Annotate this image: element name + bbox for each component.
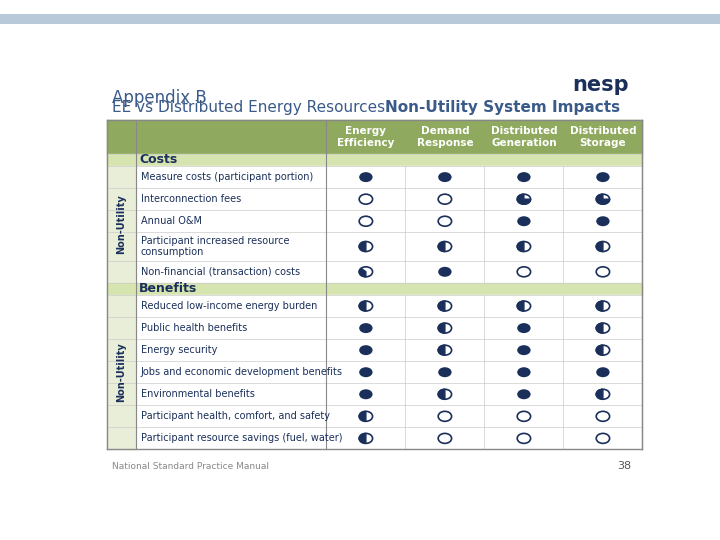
Wedge shape <box>438 241 445 252</box>
Circle shape <box>596 367 610 377</box>
Text: Distributed
Storage: Distributed Storage <box>570 126 636 147</box>
Circle shape <box>596 216 610 226</box>
Circle shape <box>596 172 610 182</box>
Bar <box>107 317 136 339</box>
Bar <box>107 232 136 261</box>
Wedge shape <box>596 389 603 399</box>
Circle shape <box>438 172 451 182</box>
Circle shape <box>359 323 372 333</box>
Bar <box>136 166 642 188</box>
Text: Environmental benefits: Environmental benefits <box>140 389 255 399</box>
Text: Costs: Costs <box>139 153 177 166</box>
Text: Non-Utility System Impacts: Non-Utility System Impacts <box>384 100 620 115</box>
Bar <box>107 188 136 210</box>
Text: 38: 38 <box>617 462 631 471</box>
Text: Public health benefits: Public health benefits <box>140 323 247 333</box>
Wedge shape <box>359 411 366 421</box>
Wedge shape <box>517 301 524 311</box>
Wedge shape <box>596 301 603 311</box>
Text: Participant health, comfort, and safety: Participant health, comfort, and safety <box>140 411 330 421</box>
Circle shape <box>359 172 372 182</box>
Circle shape <box>438 267 451 277</box>
Text: EE vs Distributed Energy Resources: EE vs Distributed Energy Resources <box>112 100 390 115</box>
Wedge shape <box>517 194 531 204</box>
Bar <box>136 295 642 317</box>
Bar <box>136 188 642 210</box>
Circle shape <box>517 216 531 226</box>
Text: Non-financial (transaction) costs: Non-financial (transaction) costs <box>140 267 300 277</box>
Text: Distributed
Generation: Distributed Generation <box>490 126 557 147</box>
Bar <box>136 210 642 232</box>
Circle shape <box>517 389 531 399</box>
Bar <box>136 383 642 406</box>
Bar <box>136 406 642 427</box>
Text: Participant resource savings (fuel, water): Participant resource savings (fuel, wate… <box>140 434 342 443</box>
Wedge shape <box>438 345 445 355</box>
Wedge shape <box>359 268 366 277</box>
Bar <box>136 339 642 361</box>
Circle shape <box>517 323 531 333</box>
Wedge shape <box>438 389 445 399</box>
Bar <box>107 383 136 406</box>
Text: Measure costs (participant portion): Measure costs (participant portion) <box>140 172 313 182</box>
Text: Non-Utility: Non-Utility <box>117 342 127 402</box>
Text: Participant increased resource
consumption: Participant increased resource consumpti… <box>140 236 289 258</box>
Wedge shape <box>596 194 610 204</box>
Wedge shape <box>596 241 603 252</box>
Bar <box>107 261 136 283</box>
Text: nesp: nesp <box>572 75 629 95</box>
Bar <box>107 283 642 295</box>
Circle shape <box>517 367 531 377</box>
Wedge shape <box>438 323 445 333</box>
Wedge shape <box>517 241 524 252</box>
Text: Demand
Response: Demand Response <box>417 126 473 147</box>
Bar <box>107 339 136 361</box>
Bar <box>136 261 642 283</box>
Bar <box>107 406 136 427</box>
Text: Energy security: Energy security <box>140 345 217 355</box>
Wedge shape <box>359 301 366 311</box>
Bar <box>107 210 136 232</box>
Wedge shape <box>359 434 366 443</box>
Bar <box>136 317 642 339</box>
Circle shape <box>359 367 372 377</box>
Wedge shape <box>596 345 603 355</box>
Bar <box>136 232 642 261</box>
Bar <box>107 295 136 317</box>
Bar <box>107 120 642 154</box>
Bar <box>107 361 136 383</box>
Text: Annual O&M: Annual O&M <box>140 216 202 226</box>
Text: Energy
Efficiency: Energy Efficiency <box>337 126 395 147</box>
Text: Appendix B: Appendix B <box>112 89 207 107</box>
Bar <box>107 427 136 449</box>
Wedge shape <box>359 241 366 252</box>
Bar <box>136 427 642 449</box>
Bar <box>107 154 642 166</box>
Wedge shape <box>596 323 603 333</box>
Text: Interconnection fees: Interconnection fees <box>140 194 241 204</box>
Circle shape <box>517 345 531 355</box>
Text: Benefits: Benefits <box>139 282 197 295</box>
Text: Jobs and economic development benefits: Jobs and economic development benefits <box>140 367 343 377</box>
Bar <box>136 361 642 383</box>
Circle shape <box>359 345 372 355</box>
Circle shape <box>517 172 531 182</box>
Text: Reduced low-income energy burden: Reduced low-income energy burden <box>140 301 317 311</box>
Text: National Standard Practice Manual: National Standard Practice Manual <box>112 462 269 471</box>
Circle shape <box>359 389 372 399</box>
Bar <box>107 166 136 188</box>
Wedge shape <box>438 301 445 311</box>
Circle shape <box>438 367 451 377</box>
Text: Non-Utility: Non-Utility <box>117 194 127 254</box>
